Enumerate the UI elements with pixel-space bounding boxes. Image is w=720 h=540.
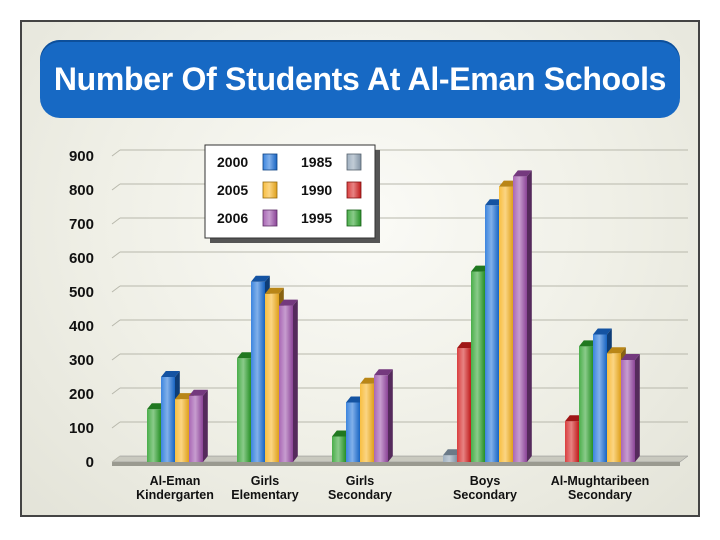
bar-side-2006 [635,354,640,462]
bar-top-2000 [251,275,270,282]
bar-2006 [279,305,293,462]
bar-2006 [621,360,635,462]
bar-1995 [332,436,346,462]
x-category-label: Boys Secondary [453,474,517,502]
bar-2006 [513,176,527,462]
gridline-side [111,251,121,259]
y-tick-label: 800 [69,182,94,199]
legend-swatch-2000 [262,153,278,171]
bar-1990 [565,421,579,462]
bar-1990 [457,348,471,462]
legend-swatch-2006 [262,209,278,227]
legend-label: 2000 [217,154,248,170]
bar-top-2006 [621,354,640,360]
legend-label: 2006 [217,210,248,226]
bar-2005 [265,293,279,462]
gridline-side [111,455,121,463]
bar-top-2000 [593,328,612,335]
y-tick-label: 900 [69,148,94,165]
bar-1995 [147,409,161,462]
y-tick-label: 200 [69,386,94,403]
x-category-label: Al-Mughtaribeen Secondary [551,474,650,502]
bar-top-2005 [265,287,284,294]
legend-swatch-1995 [346,209,362,227]
bar-1985 [443,455,457,462]
bar-1995 [471,271,485,462]
bar-side-2006 [527,170,532,462]
y-tick-label: 600 [69,250,94,267]
y-tick-label: 0 [86,454,94,471]
gridline-side [111,421,121,429]
gridline-side [111,217,121,225]
bar-top-2006 [374,369,393,376]
gridline-side [111,387,121,395]
bar-2005 [607,353,621,462]
title-banner: Number Of Students At Al-Eman Schools [40,40,680,118]
y-tick-label: 700 [69,216,94,233]
bar-2006 [189,395,203,462]
legend-label: 1990 [301,182,332,198]
bar-2006 [374,375,388,462]
legend-label: 1995 [301,210,332,226]
bar-top-2006 [513,170,532,177]
legend-label: 2005 [217,182,248,198]
legend-swatch-2005 [262,181,278,199]
bar-2000 [161,377,175,462]
gridline-side [111,353,121,361]
x-category-label: Girls Secondary [328,474,392,502]
legend-swatch-1990 [346,181,362,199]
bar-2000 [485,205,499,463]
gridline-side [111,149,121,157]
gridline-side [111,319,121,327]
bar-top-2005 [607,347,626,354]
bar-2005 [175,399,189,462]
gridline-side [111,183,121,191]
bar-1995 [237,358,251,462]
bar-1995 [579,346,593,462]
chart-floor-edge [112,462,680,466]
bar-side-2006 [203,389,208,462]
bar-2005 [499,186,513,462]
bar-side-2006 [293,299,298,462]
y-tick-label: 400 [69,318,94,335]
bar-top-2006 [279,299,298,306]
bar-2000 [251,281,265,462]
legend-swatch-1985 [346,153,362,171]
bar-2000 [346,402,360,462]
bar-2005 [360,383,374,462]
bar-top-2006 [189,389,208,396]
gridline-side [111,285,121,293]
chart-title: Number Of Students At Al-Eman Schools [53,60,667,97]
y-tick-label: 100 [69,420,94,437]
y-tick-label: 300 [69,352,94,369]
bar-side-2006 [388,369,393,462]
bar-2000 [593,334,607,462]
y-tick-label: 500 [69,284,94,301]
legend-label: 1985 [301,154,332,170]
x-category-label: Girls Elementary [231,474,298,502]
x-category-label: Al-Eman Kindergarten [136,474,214,502]
bar-top-2000 [161,371,180,377]
